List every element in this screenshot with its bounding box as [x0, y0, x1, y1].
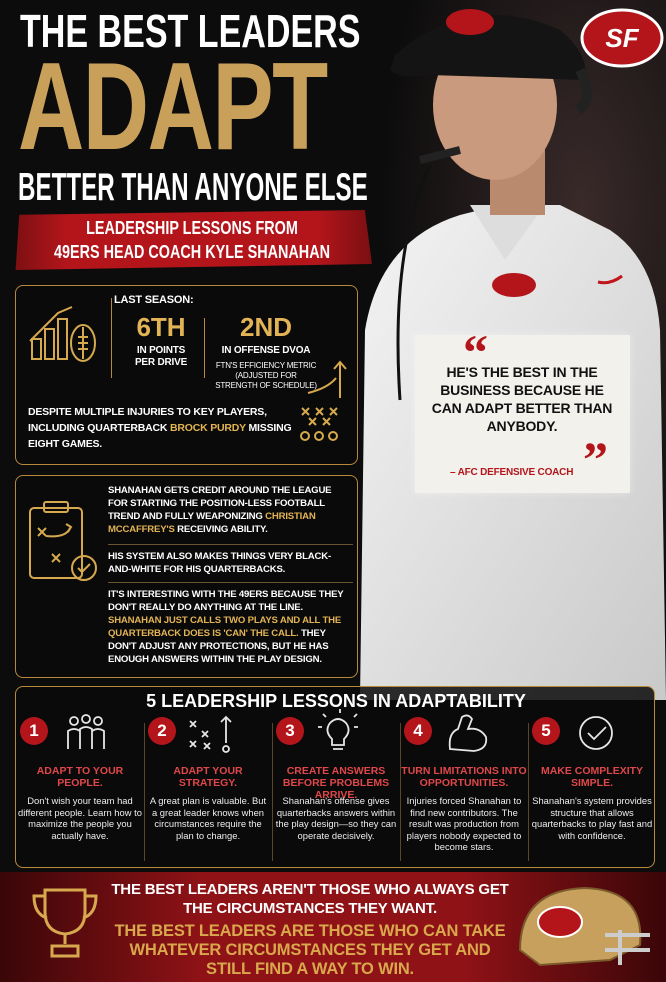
quote-attribution: – AFC DEFENSIVE COACH [450, 467, 574, 478]
lesson-title: MAKE COMPLEXITY SIMPLE. [540, 765, 644, 789]
title-line3: BETTER THAN ANYONE ELSE [18, 166, 368, 209]
lessons-title: 5 LEADERSHIP LESSONS IN ADAPTABILITY [146, 691, 526, 711]
system-box: SHANAHAN GETS CREDIT AROUND THE LEAGUE F… [15, 475, 358, 678]
title-line1: THE BEST LEADERS [20, 5, 361, 57]
stat-desc: IN POINTS PER DRIVE [134, 345, 188, 368]
lesson-number: 3 [276, 717, 304, 745]
lesson-text: Shanahan's offense gives quarterbacks an… [275, 795, 397, 841]
stat-value: 2ND [239, 312, 292, 342]
footer-line1: THE BEST LEADERS AREN'T THOSE WHO ALWAYS… [111, 881, 509, 917]
text: DESPITE MULTIPLE INJURIES TO KEY PLAYERS… [28, 406, 267, 434]
lesson-text: Injuries forced Shanahan to find new con… [406, 795, 522, 853]
lesson-icon [579, 716, 613, 750]
divider [272, 723, 273, 861]
quote-text: HE'S THE BEST IN THE BUSINESS BECAUSE HE… [431, 364, 613, 434]
helmet-icon [518, 886, 650, 967]
stat-note: FTN'S EFFICIENCY METRIC (ADJUSTED FOR ST… [215, 361, 317, 390]
divider [144, 723, 145, 861]
stats-box: LAST SEASON: 6TH IN POINTS PER DRIVE 2ND… [15, 285, 358, 465]
lesson-text: Shanahan's system provides structure tha… [531, 795, 653, 841]
highlight: BROCK PURDY [170, 422, 246, 434]
lesson-title: ADAPT TO YOUR PEOPLE. [36, 765, 124, 789]
team-logo: SF [605, 23, 639, 53]
lesson-number: 5 [532, 717, 560, 745]
subtitle-line1: LEADERSHIP LESSONS FROM [86, 218, 298, 238]
subtitle-line2: 49ERS HEAD COACH KYLE SHANAHAN [53, 242, 331, 262]
clipboard-icon [29, 501, 97, 581]
lesson-number: 2 [148, 717, 176, 745]
text: MISSING EIGHT GAMES. [28, 422, 292, 450]
highlight: SHANAHAN JUST CALLS TWO PLAYS AND ALL TH… [108, 615, 342, 639]
trophy-icon [32, 888, 98, 958]
subtitle-banner [15, 210, 372, 270]
lesson-title: TURN LIMITATIONS INTO OPPORTUNITIES. [401, 765, 527, 789]
lessons-box: 5 LEADERSHIP LESSONS IN ADAPTABILITY 1 AD… [15, 686, 655, 868]
lesson-text: Don't wish your team had different peopl… [18, 795, 142, 841]
lesson-title: ADAPT YOUR STRATEGY. [173, 765, 243, 789]
system-para2: HIS SYSTEM ALSO MAKES THINGS VERY BLACK-… [108, 551, 331, 575]
lesson-icon [318, 709, 358, 750]
stat-desc: IN OFFENSE DVOA [221, 345, 311, 356]
lesson-number: 1 [20, 717, 48, 745]
stats-icon [29, 306, 96, 362]
lesson-text: A great plan is valuable. But a great le… [149, 795, 267, 841]
highlight: CHRISTIAN MCCAFFREY'S [108, 511, 316, 535]
text: RECEIVING ABILITY. [174, 524, 268, 535]
text: IT'S INTERESTING WITH THE 49ERS BECAUSE … [108, 589, 344, 613]
quote-card: “ HE'S THE BEST IN THE BUSINESS BECAUSE … [415, 324, 630, 493]
footer-line2: THE BEST LEADERS ARE THOSE WHO CAN TAKE … [114, 922, 506, 978]
stat-value: 6TH [136, 312, 186, 342]
lesson-icon [189, 715, 232, 753]
title-adapt: ADAPT [18, 38, 328, 176]
text: THEY DON'T ADJUST ANY PROTECTIONS, BUT H… [108, 628, 329, 665]
lesson-icon [448, 714, 488, 752]
divider [528, 723, 529, 861]
divider [400, 723, 401, 861]
footer: THE BEST LEADERS AREN'T THOSE WHO ALWAYS… [0, 872, 666, 982]
quote-mark: ” [583, 431, 608, 487]
injury-text: DESPITE MULTIPLE INJURIES TO KEY PLAYERS… [28, 404, 298, 452]
lesson-number: 4 [404, 717, 432, 745]
quote-mark: “ [463, 324, 488, 380]
play-icon [300, 360, 347, 441]
lesson-icon [67, 714, 105, 749]
text: SHANAHAN GETS CREDIT AROUND THE LEAGUE F… [108, 485, 332, 522]
stats-label: LAST SEASON: [114, 294, 194, 306]
lesson-title: CREATE ANSWERS BEFORE PROBLEMS ARRIVE. [282, 765, 390, 801]
